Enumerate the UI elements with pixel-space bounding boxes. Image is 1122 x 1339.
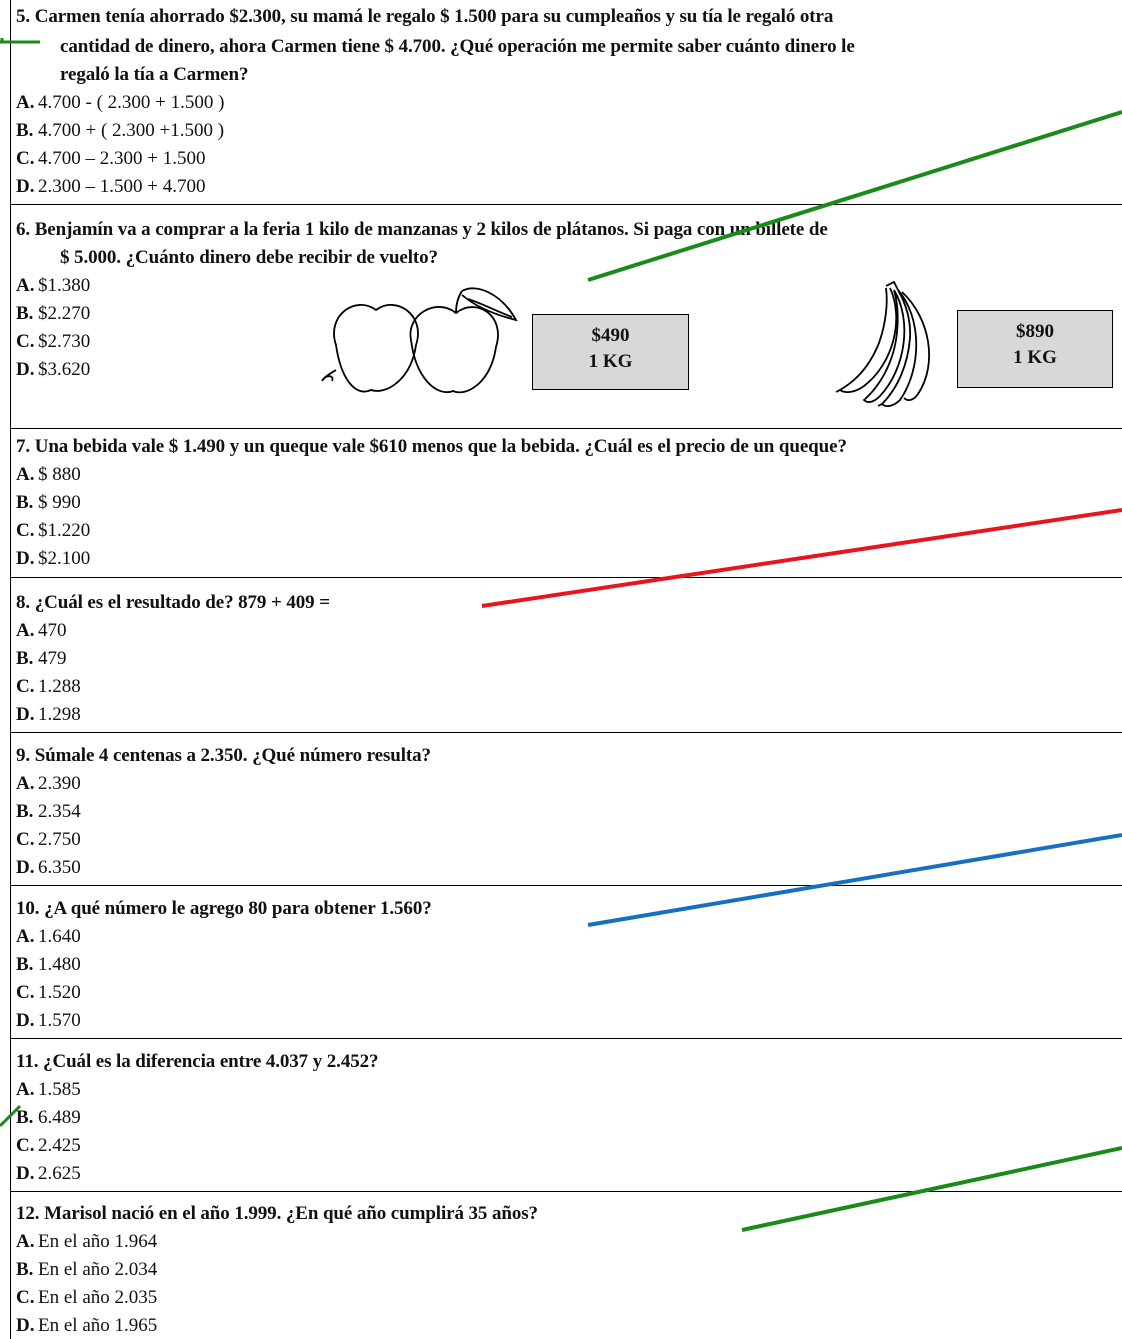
option-10c: C. 1.520 (16, 982, 81, 1003)
section-q9 (10, 733, 1122, 886)
apples-illustration (321, 287, 518, 394)
option-8c: C. 1.288 (16, 676, 81, 697)
option-8a: A. 470 (16, 620, 67, 641)
option-7d: D. $2.100 (16, 548, 91, 569)
option-12c: C. En el año 2.035 (16, 1287, 158, 1308)
option-6b: B. $2.270 (16, 303, 91, 324)
option-6a: A. $1.380 (16, 275, 91, 296)
apple-price: $490 (591, 325, 630, 346)
question-11-line-1: 11. ¿Cuál es la diferencia entre 4.037 y… (16, 1051, 379, 1072)
option-5a: A. 4.700 - ( 2.300 + 1.500 ) (16, 92, 225, 113)
bananas-illustration (835, 280, 930, 407)
question-12-line-1: 12. Marisol nació en el año 1.999. ¿En q… (16, 1203, 538, 1224)
question-9-line-1: 9. Súmale 4 centenas a 2.350. ¿Qué númer… (16, 745, 431, 766)
option-11a: A. 1.585 (16, 1079, 81, 1100)
section-q10 (10, 886, 1122, 1039)
apple-price-box: $490 1 KG (532, 314, 689, 390)
option-9d: D. 6.350 (16, 857, 81, 878)
section-q8 (10, 578, 1122, 733)
option-7a: A. $ 880 (16, 464, 81, 485)
option-8d: D. 1.298 (16, 704, 81, 725)
option-10d: D. 1.570 (16, 1010, 81, 1031)
option-8b: B. 479 (16, 648, 67, 669)
option-5d: D. 2.300 – 1.500 + 4.700 (16, 176, 206, 197)
option-5b: B. 4.700 + ( 2.300 +1.500 ) (16, 120, 225, 141)
question-10-line-1: 10. ¿A qué número le agrego 80 para obte… (16, 898, 432, 919)
question-5-line-3: regaló la tía a Carmen? (60, 64, 249, 85)
option-11c: C. 2.425 (16, 1135, 81, 1156)
option-11d: D. 2.625 (16, 1163, 81, 1184)
option-9a: A. 2.390 (16, 773, 81, 794)
option-12d: D. En el año 1.965 (16, 1315, 158, 1336)
option-7c: C. $1.220 (16, 520, 91, 541)
question-7-line-1: 7. Una bebida vale $ 1.490 y un queque v… (16, 436, 847, 457)
banana-price: $890 (1016, 321, 1054, 342)
option-5c: C. 4.700 – 2.300 + 1.500 (16, 148, 206, 169)
section-q6 (10, 205, 1122, 429)
banana-price-box: $890 1 KG (957, 310, 1113, 388)
apple-unit: 1 KG (588, 351, 633, 372)
option-9b: B. 2.354 (16, 801, 81, 822)
option-12a: A. En el año 1.964 (16, 1231, 158, 1252)
question-6-line-1: 6. Benjamín va a comprar a la feria 1 ki… (16, 219, 828, 240)
option-9c: C. 2.750 (16, 829, 81, 850)
question-5-line-1: 5. Carmen tenía ahorrado $2.300, su mamá… (16, 6, 834, 27)
section-q12 (10, 1192, 1122, 1339)
option-6c: C. $2.730 (16, 331, 91, 352)
question-8-line-1: 8. ¿Cuál es el resultado de? 879 + 409 = (16, 592, 330, 613)
option-10b: B. 1.480 (16, 954, 81, 975)
option-10a: A. 1.640 (16, 926, 81, 947)
section-q5 (10, 0, 1122, 205)
question-6-line-2: $ 5.000. ¿Cuánto dinero debe recibir de … (60, 247, 438, 268)
banana-unit: 1 KG (1013, 347, 1057, 368)
option-7b: B. $ 990 (16, 492, 81, 513)
question-5-line-2: cantidad de dinero, ahora Carmen tiene $… (60, 36, 855, 57)
option-11b: B. 6.489 (16, 1107, 81, 1128)
option-6d: D. $3.620 (16, 359, 91, 380)
option-12b: B. En el año 2.034 (16, 1259, 158, 1280)
